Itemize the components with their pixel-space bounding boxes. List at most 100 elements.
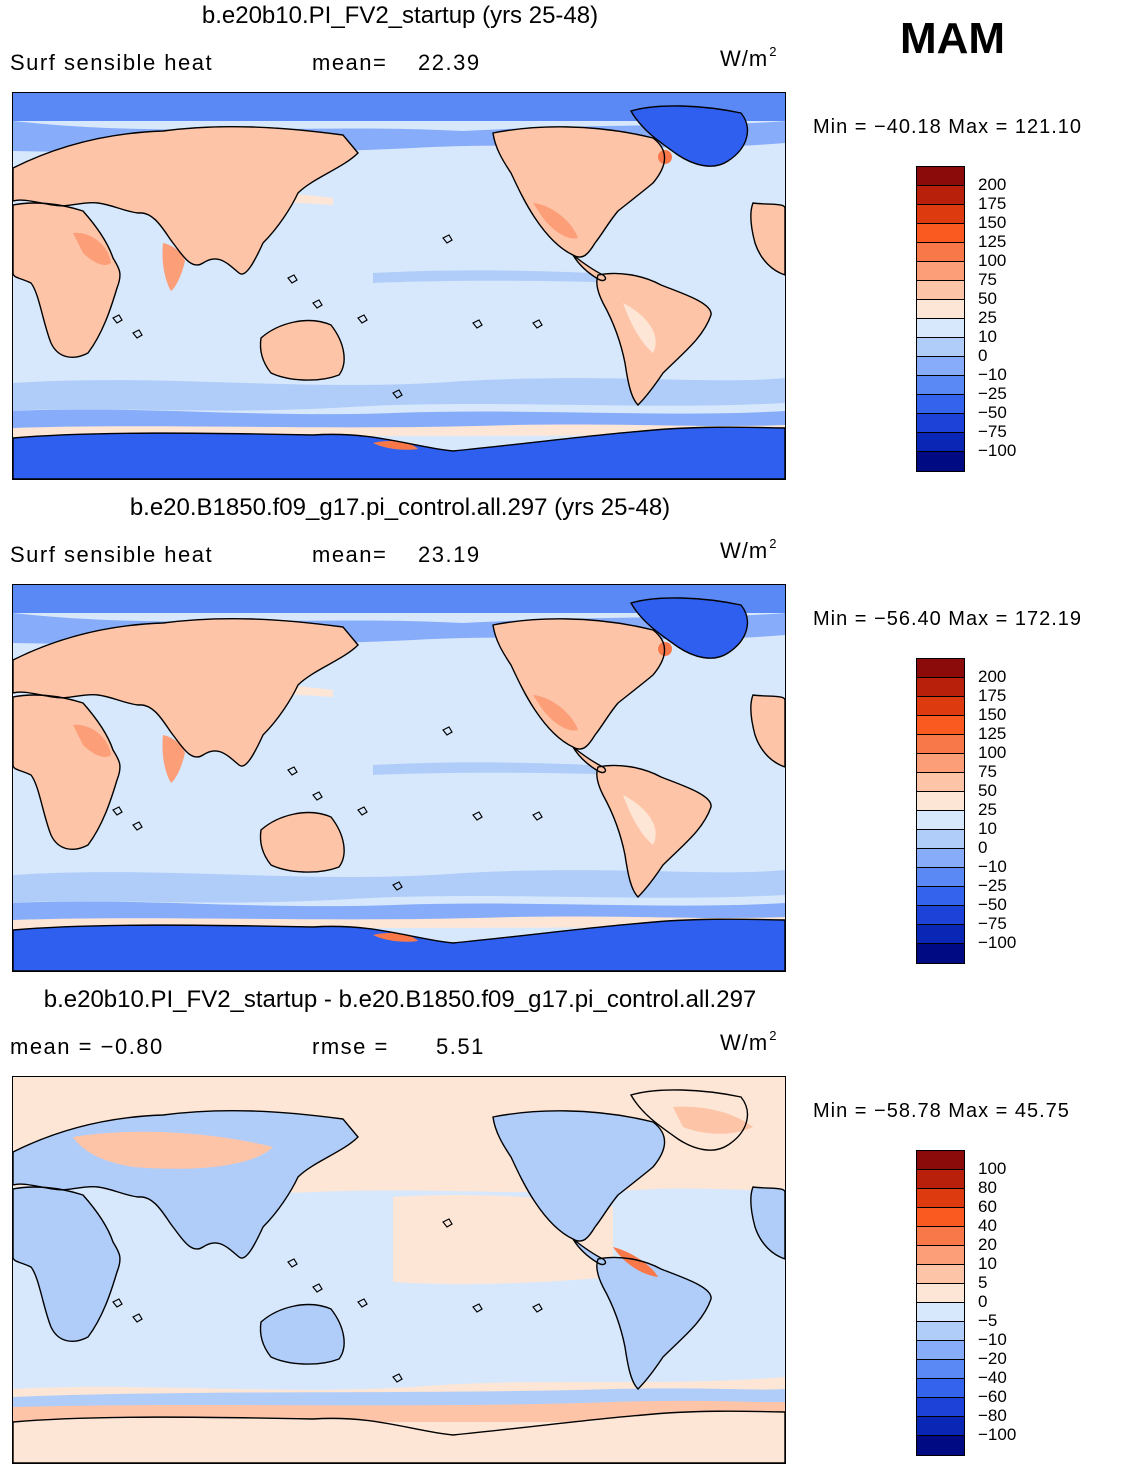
variable-label: Surf sensible heat <box>10 50 214 75</box>
units-label: W/m2 <box>720 44 778 71</box>
panel-title: b.e20b10.PI_FV2_startup (yrs 25-48) <box>201 2 599 29</box>
colorbar-swatch <box>917 414 964 433</box>
colorbar-tick-label: 175 <box>978 194 1007 213</box>
mean-label: mean = −0.80 <box>10 1034 164 1059</box>
colorbar <box>916 166 965 472</box>
units-label: W/m2 <box>720 1028 778 1055</box>
stat-value: 5.51 <box>436 1034 485 1059</box>
colorbar-tick-label: 50 <box>978 289 997 308</box>
colorbar-swatch <box>917 944 964 963</box>
colorbar-swatch <box>917 1170 964 1189</box>
colorbar-tick-label: 20 <box>978 1235 997 1254</box>
map-fill-layer <box>13 93 785 479</box>
colorbar-swatch <box>917 792 964 811</box>
variable-label: Surf sensible heat <box>10 542 214 567</box>
colorbar-tick-label: 0 <box>978 346 988 365</box>
colorbar-tick-label: −75 <box>978 914 1007 933</box>
colorbar-swatch <box>917 319 964 338</box>
colorbar-swatch <box>917 659 964 678</box>
panel-title: b.e20.B1850.f09_g17.pi_control.all.297 (… <box>129 494 671 521</box>
colorbar-swatch <box>917 678 964 697</box>
colorbar-tick-label: 150 <box>978 213 1007 232</box>
colorbar-tick-label: 200 <box>978 175 1007 194</box>
colorbar-swatch <box>917 1151 964 1170</box>
colorbar-tick-label: 50 <box>978 781 997 800</box>
panel-model-1: b.e20b10.PI_FV2_startup (yrs 25-48) Surf… <box>0 0 1127 492</box>
land-namerica <box>493 618 665 750</box>
colorbar-swatch <box>917 1417 964 1436</box>
panel-model-2: b.e20.B1850.f09_g17.pi_control.all.297 (… <box>0 492 1127 984</box>
stat-label: rmse = <box>312 1034 389 1059</box>
colorbar-swatch <box>917 433 964 452</box>
stat-label: mean= <box>312 542 388 567</box>
colorbar-swatch <box>917 338 964 357</box>
colorbar-swatch <box>917 887 964 906</box>
world-map <box>12 1076 786 1464</box>
colorbar-swatch <box>917 716 964 735</box>
colorbar-tick-label: 125 <box>978 724 1007 743</box>
map-fill-layer <box>13 585 785 971</box>
colorbar-tick-label: −10 <box>978 1330 1007 1349</box>
colorbar-swatch <box>917 167 964 186</box>
colorbar-tick-label: 10 <box>978 819 997 838</box>
land-australia <box>260 1304 345 1365</box>
colorbar-swatch <box>917 224 964 243</box>
min-max-label: Min = −40.18 Max = 121.10 <box>813 116 1083 138</box>
colorbar-swatch <box>917 754 964 773</box>
colorbar-tick-label: 10 <box>978 1254 997 1273</box>
colorbar-tick-label: −20 <box>978 1349 1007 1368</box>
land-westafrica <box>750 203 785 275</box>
colorbar-swatch <box>917 1398 964 1417</box>
colorbar-swatch <box>917 357 964 376</box>
world-map <box>12 92 786 480</box>
colorbar-tick-label: 80 <box>978 1178 997 1197</box>
land-namerica <box>493 1110 665 1242</box>
colorbar-tick-label: 0 <box>978 838 988 857</box>
colorbar-tick-label: 200 <box>978 667 1007 686</box>
stat-value: 22.39 <box>418 50 481 75</box>
colorbar-tick-label: −60 <box>978 1387 1007 1406</box>
colorbar-swatch <box>917 205 964 224</box>
colorbar-swatch <box>917 1189 964 1208</box>
colorbar-tick-label: −100 <box>978 441 1017 460</box>
colorbar-tick-label: 25 <box>978 308 997 327</box>
colorbar-swatch <box>917 452 964 471</box>
colorbar-swatch <box>917 1379 964 1398</box>
colorbar-tick-label: 75 <box>978 270 997 289</box>
colorbar-swatch <box>917 376 964 395</box>
colorbar-tick-label: −40 <box>978 1368 1007 1387</box>
colorbar-swatch <box>917 281 964 300</box>
colorbar-tick-label: 5 <box>978 1273 988 1292</box>
colorbar-tick-label: 100 <box>978 1159 1007 1178</box>
colorbar <box>916 1150 965 1456</box>
colorbar-swatch <box>917 1246 964 1265</box>
colorbar-tick-label: −10 <box>978 857 1007 876</box>
land-eurasia <box>13 618 358 767</box>
colorbar-swatch <box>917 925 964 944</box>
colorbar-swatch <box>917 906 964 925</box>
min-max-label: Min = −56.40 Max = 172.19 <box>813 608 1083 630</box>
land-australia <box>260 320 345 381</box>
colorbar-swatch <box>917 243 964 262</box>
season-label: MAM <box>900 14 1006 63</box>
colorbar-swatch <box>917 1208 964 1227</box>
colorbar-swatch <box>917 849 964 868</box>
stat-label: mean= <box>312 50 388 75</box>
colorbar-tick-label: 10 <box>978 327 997 346</box>
coastlines <box>13 105 785 479</box>
map-fill-layer <box>13 1077 785 1463</box>
colorbar-tick-label: −100 <box>978 933 1017 952</box>
colorbar-swatch <box>917 186 964 205</box>
colorbar-tick-label: −80 <box>978 1406 1007 1425</box>
coastlines <box>13 1089 785 1463</box>
colorbar-swatch <box>917 1436 964 1455</box>
colorbar-swatch <box>917 773 964 792</box>
coastlines <box>13 597 785 971</box>
land-australia <box>260 812 345 873</box>
panel-title: b.e20b10.PI_FV2_startup - b.e20.B1850.f0… <box>43 986 757 1013</box>
land-westafrica <box>750 695 785 767</box>
land-eurasia <box>13 126 358 275</box>
colorbar-tick-label: 40 <box>978 1216 997 1235</box>
colorbar-swatch <box>917 697 964 716</box>
colorbar-swatch <box>917 1360 964 1379</box>
